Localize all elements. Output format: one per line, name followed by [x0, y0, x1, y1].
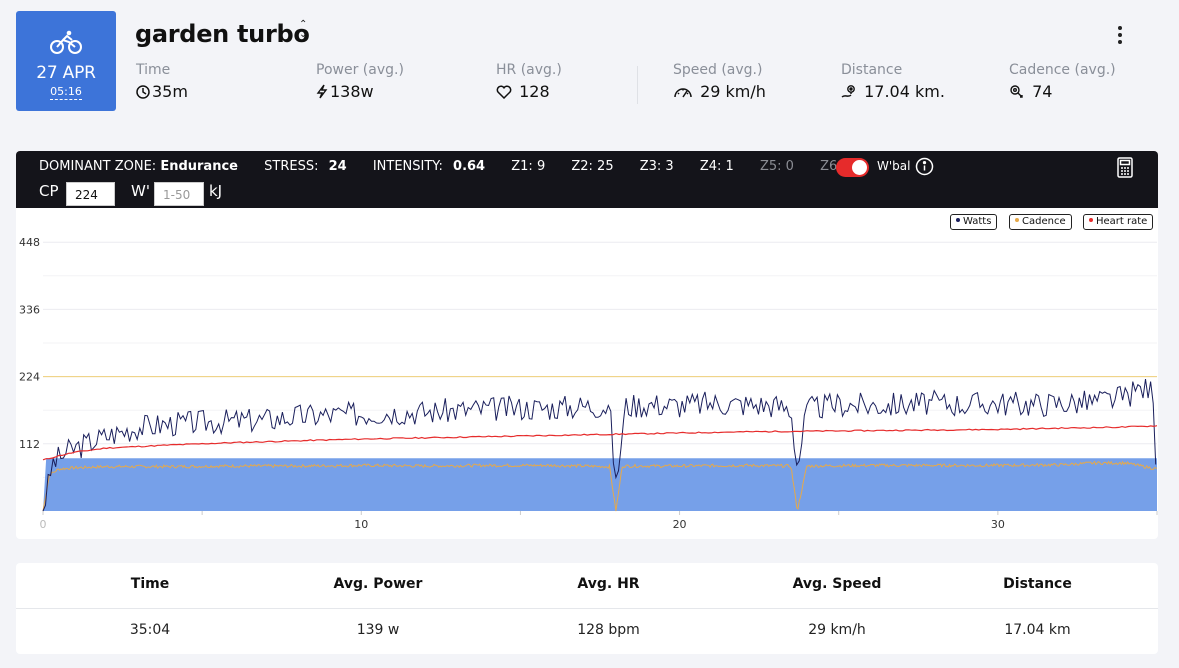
stat-distance: Distance 17.04 km. — [841, 62, 945, 101]
zone-2: Z2: 25 — [571, 159, 614, 174]
summary-value: 128 bpm — [577, 622, 640, 638]
power-chart[interactable]: 448 336 224 112 0 10 20 30 — [16, 208, 1158, 539]
stat-label: Speed (avg.) — [673, 62, 763, 78]
summary-header: Time — [130, 576, 170, 592]
lightning-icon — [316, 84, 328, 99]
stat-label: Distance — [841, 62, 903, 78]
summary-table: Time Avg. Power Avg. HR Avg. Speed Dista… — [16, 563, 1158, 654]
summary-value: 139 w — [356, 622, 400, 638]
stat-label: HR (avg.) — [496, 62, 562, 78]
legend-heart-rate[interactable]: Heart rate — [1083, 214, 1154, 230]
stress-value: 24 — [328, 159, 347, 174]
y-tick-label: 448 — [19, 236, 40, 249]
legend-heart-rate-label: Heart rate — [1096, 216, 1148, 227]
legend-cadence[interactable]: Cadence — [1009, 214, 1072, 230]
cadence-icon — [1010, 85, 1023, 98]
stat-value: 128 — [519, 82, 550, 101]
route-icon — [841, 85, 855, 98]
w-prime-input[interactable]: 1-50 — [154, 182, 204, 206]
summary-header-row: Time Avg. Power Avg. HR Avg. Speed Dista… — [16, 576, 1158, 592]
intensity-value: 0.64 — [453, 159, 486, 174]
summary-value: 17.04 km — [1004, 622, 1071, 638]
stat-label: Cadence (avg.) — [1009, 62, 1116, 78]
summary-value: 35:04 — [129, 622, 171, 638]
wbal-toggle[interactable] — [836, 158, 869, 177]
more-options-icon[interactable] — [1112, 26, 1128, 48]
stat-value: 138w — [330, 82, 374, 101]
clock-icon — [136, 85, 150, 99]
y-tick-label: 224 — [19, 371, 40, 384]
intensity-label: INTENSITY: — [372, 159, 443, 174]
legend-watts[interactable]: Watts — [950, 214, 998, 230]
activity-start-time[interactable]: 05:16 — [50, 85, 82, 100]
activity-date: 27 APR — [36, 63, 96, 83]
legend-cadence-label: Cadence — [1022, 216, 1066, 227]
stat-value: 74 — [1032, 82, 1053, 101]
stat-value: 35m — [152, 82, 188, 101]
stat-hr: HR (avg.) 128 — [496, 62, 562, 101]
stat-time: Time 35m — [136, 62, 188, 101]
series-watts-line — [42, 379, 1157, 512]
zone-5: Z5: 0 — [759, 159, 794, 174]
power-chart-panel: DOMINANT ZONE: Endurance STRESS: 24 INTE… — [16, 151, 1158, 539]
divider — [637, 66, 638, 104]
w-prime-label: W' — [131, 182, 150, 200]
cp-input[interactable]: 224 — [66, 182, 115, 206]
y-tick-label: 112 — [19, 438, 40, 451]
summary-values-row: 35:04 139 w 128 bpm 29 km/h 17.04 km — [16, 622, 1158, 638]
legend-watts-label: Watts — [963, 216, 992, 227]
stat-cadence: Cadence (avg.) 74 — [1009, 62, 1116, 101]
series-heart-rate-line — [42, 425, 1158, 461]
summary-header: Avg. Speed — [792, 576, 882, 592]
activity-title[interactable]: garden turbo — [135, 20, 310, 48]
bicycle-icon — [50, 29, 82, 59]
y-tick-label: 336 — [19, 303, 40, 316]
heart-icon — [496, 85, 512, 100]
series-cadence-line — [42, 460, 1158, 512]
summary-header: Avg. Power — [333, 576, 423, 592]
summary-value: 29 km/h — [808, 622, 866, 638]
stress-label: STRESS: — [264, 159, 319, 174]
divider — [16, 608, 1158, 609]
calculator-icon[interactable] — [1117, 157, 1133, 182]
x-tick-label: 10 — [354, 518, 368, 531]
series-wbal-area — [43, 458, 1157, 511]
info-icon[interactable] — [915, 157, 934, 180]
cp-label: CP — [39, 182, 59, 200]
stat-label: Time — [136, 62, 171, 78]
sort-arrows-icon[interactable]: ⌃ ⌄ — [299, 19, 308, 40]
kj-label: kJ — [209, 182, 223, 200]
stat-label: Power (avg.) — [316, 62, 404, 78]
summary-header: Distance — [1003, 576, 1072, 592]
date-badge: 27 APR 05:16 — [16, 11, 116, 111]
x-tick-label: 0 — [40, 518, 47, 531]
stat-value: 17.04 km. — [864, 82, 945, 101]
stat-speed: Speed (avg.) 29 km/h — [673, 62, 766, 101]
zone-4: Z4: 1 — [699, 159, 734, 174]
dominant-zone-value: Endurance — [160, 159, 238, 174]
dominant-zone-label: DOMINANT ZONE: — [39, 159, 157, 174]
stat-power: Power (avg.) 138w — [316, 62, 404, 101]
zone-toolbar: DOMINANT ZONE: Endurance STRESS: 24 INTE… — [16, 151, 1158, 208]
summary-header: Avg. HR — [577, 576, 640, 592]
speedometer-icon — [674, 88, 692, 98]
zone-1: Z1: 9 — [511, 159, 546, 174]
x-tick-label: 20 — [673, 518, 687, 531]
x-tick-label: 30 — [991, 518, 1005, 531]
zone-3: Z3: 3 — [639, 159, 674, 174]
wbal-label: W'bal — [877, 159, 911, 173]
stat-value: 29 km/h — [700, 82, 766, 101]
